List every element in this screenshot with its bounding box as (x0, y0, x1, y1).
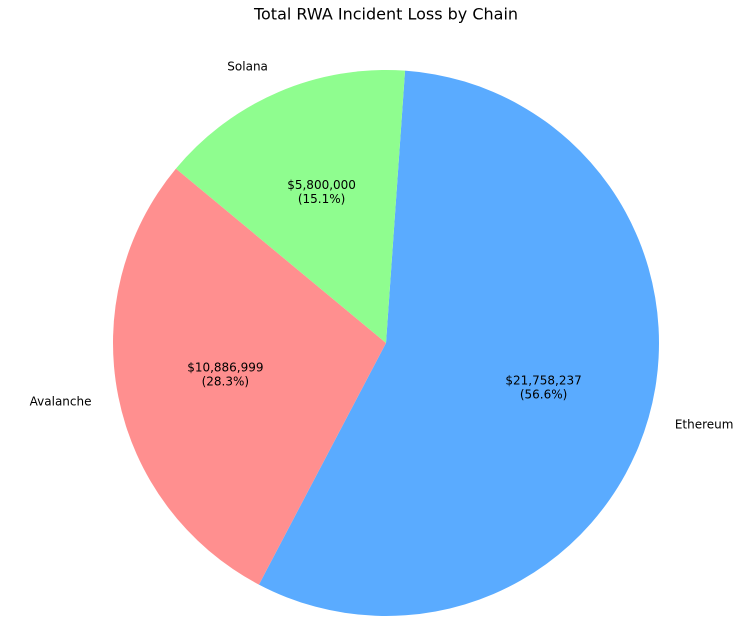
category-label: Avalanche (30, 394, 92, 408)
value-label: $10,886,999 (187, 361, 263, 375)
pie-slice (175, 70, 406, 344)
category-label: Ethereum (675, 418, 734, 432)
percent-label: (56.6%) (520, 387, 567, 401)
value-label: $5,800,000 (287, 178, 356, 192)
value-label: $21,758,237 (505, 373, 581, 387)
percent-label: (15.1%) (298, 192, 345, 206)
category-label: Solana (227, 59, 268, 73)
percent-label: (28.3%) (202, 375, 249, 389)
pie-slice (113, 168, 387, 585)
chart-title: Total RWA Incident Loss by Chain (253, 5, 518, 24)
pie-slice (258, 70, 659, 617)
